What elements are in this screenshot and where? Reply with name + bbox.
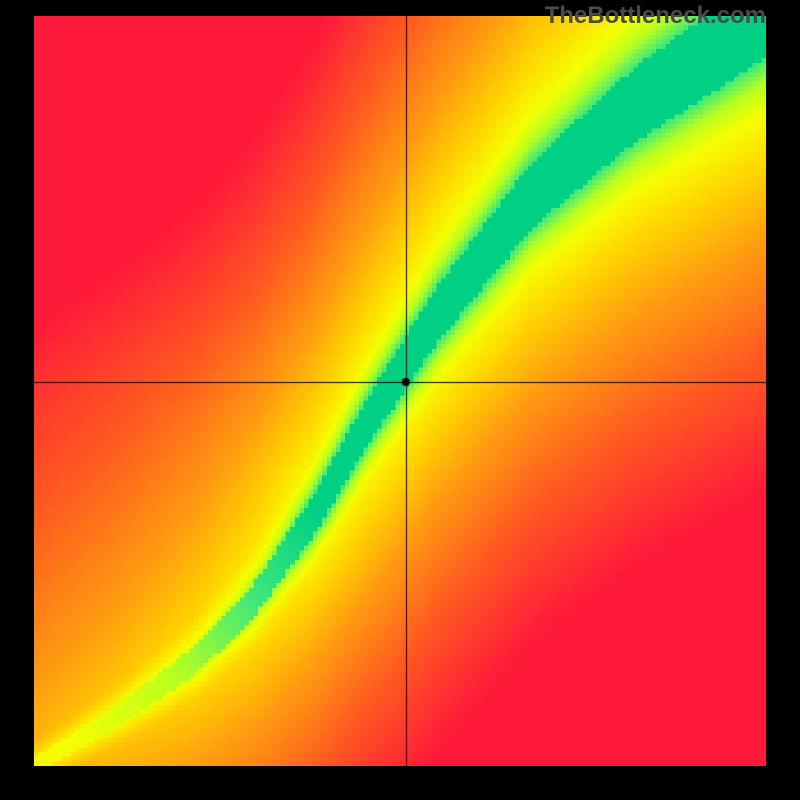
bottleneck-heatmap xyxy=(34,16,766,766)
chart-container: TheBottleneck.com xyxy=(0,0,800,800)
watermark-text: TheBottleneck.com xyxy=(545,2,766,30)
